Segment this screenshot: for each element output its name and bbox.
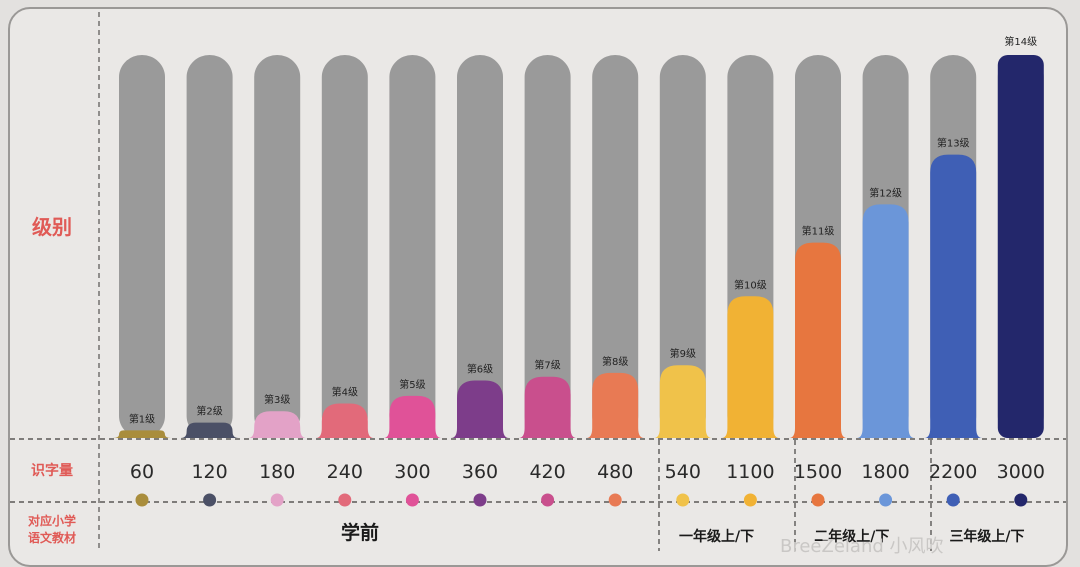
character-count-label: 480 <box>597 461 633 483</box>
bar-fill <box>586 372 645 438</box>
characters-row-label: 识字量 <box>31 462 73 479</box>
watermark-text: BreeZeland 小风吹 <box>780 536 944 557</box>
character-count-label: 180 <box>259 461 295 483</box>
bar-level-label: 第9级 <box>670 347 696 360</box>
bar-track <box>321 55 368 438</box>
character-count-label: 3000 <box>997 461 1045 483</box>
bar-level-label: 第6级 <box>467 363 493 376</box>
grade-label: 学前 <box>341 521 379 544</box>
character-count-label: 300 <box>394 461 430 483</box>
legend-dot <box>743 493 757 507</box>
bar-level-label: 第10级 <box>734 278 767 291</box>
bar-fill <box>856 204 915 438</box>
character-count-label: 60 <box>130 461 154 483</box>
bar-fill <box>518 376 577 438</box>
character-count-label: 1100 <box>726 461 774 483</box>
character-count-label: 120 <box>191 461 227 483</box>
bar-level-label: 第4级 <box>332 386 358 399</box>
bar-track <box>659 55 706 438</box>
legend-dot <box>405 493 419 507</box>
bar-level-label: 第2级 <box>196 405 222 418</box>
bar-fill <box>451 380 509 438</box>
legend-dot <box>676 493 690 507</box>
level-row-label: 级别 <box>32 215 72 239</box>
bar-level-label: 第12级 <box>869 186 902 199</box>
bar-track <box>457 55 503 438</box>
character-count-label: 1500 <box>794 461 842 483</box>
bar-fill <box>315 403 374 438</box>
bar-fill <box>113 430 171 438</box>
grade-label: 二年级上/下 <box>814 528 889 545</box>
bar-fill <box>180 422 239 438</box>
bar-level-label: 第5级 <box>399 378 425 391</box>
bar-track <box>186 55 233 438</box>
bar-level-label: 第11级 <box>802 225 835 238</box>
bar-level-label: 第8级 <box>602 355 628 368</box>
bar-level-label: 第3级 <box>264 393 290 406</box>
legend-dot <box>135 493 149 507</box>
grade-label: 一年级上/下 <box>679 528 754 545</box>
legend-dot <box>811 493 825 507</box>
legend-dot <box>608 493 622 507</box>
bar-level-label: 第13级 <box>937 137 970 150</box>
bar-track <box>524 55 571 438</box>
character-count-label: 360 <box>462 461 498 483</box>
legend-dot <box>338 493 352 507</box>
character-count-label: 1800 <box>861 461 909 483</box>
bar-fill <box>924 154 983 438</box>
textbook-row-label: 对应小学语文教材 <box>28 513 76 545</box>
grade-label: 三年级上/下 <box>949 528 1024 545</box>
legend-dot <box>203 493 217 507</box>
bar-track <box>592 55 639 438</box>
character-count-label: 240 <box>327 461 363 483</box>
bar-fill <box>653 365 712 438</box>
bar-fill <box>248 411 307 438</box>
legend-dot <box>946 493 960 507</box>
bar-fill <box>997 55 1044 438</box>
bar-level-label: 第1级 <box>129 412 155 425</box>
legend-dot <box>1014 493 1028 507</box>
bar-track <box>119 55 165 438</box>
bar-track <box>389 55 436 438</box>
bar-fill <box>789 242 847 438</box>
legend-dot <box>541 493 555 507</box>
bar-level-label: 第7级 <box>534 359 560 372</box>
legend-dot <box>270 493 284 507</box>
bar-level-label: 第14级 <box>1004 35 1037 48</box>
character-count-label: 2200 <box>929 461 977 483</box>
bar-fill <box>383 395 442 438</box>
bar-track <box>254 55 301 438</box>
legend-dot <box>879 493 893 507</box>
character-count-label: 420 <box>529 461 565 483</box>
character-count-label: 540 <box>665 461 701 483</box>
bar-fill <box>721 296 780 438</box>
legend-dot <box>473 493 487 507</box>
